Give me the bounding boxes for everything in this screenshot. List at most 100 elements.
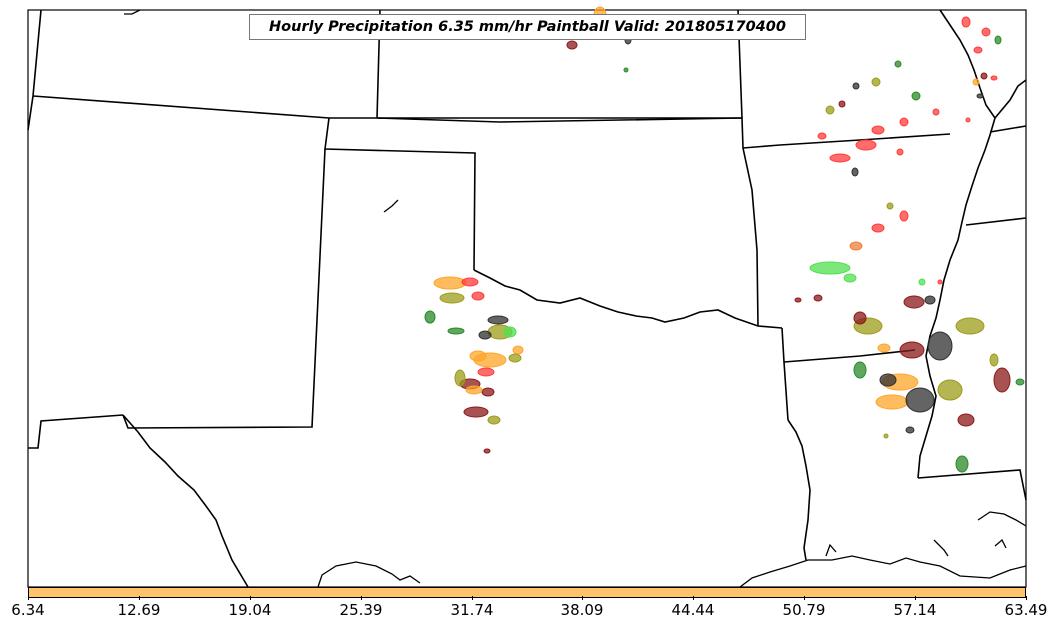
- paintball-blob: [896, 148, 904, 156]
- paintball-blob: [1015, 378, 1025, 386]
- paintball-blob: [903, 295, 925, 309]
- colorbar-tick-mark: [1026, 596, 1027, 600]
- paintball-blob: [465, 385, 483, 395]
- colorbar-tick-label: 38.09: [560, 601, 604, 619]
- colorbar-tick-label: 6.34: [11, 601, 45, 619]
- paintball-blob: [871, 223, 885, 233]
- paintball-blob: [905, 387, 935, 413]
- paintball-blob: [849, 241, 863, 251]
- gulf-coast-la: [739, 555, 1027, 588]
- colorbar-tick-label: 50.79: [782, 601, 826, 619]
- colorbar-tick-mark: [250, 596, 251, 600]
- paintball-blob: [487, 415, 501, 425]
- paintball-blob: [990, 75, 998, 81]
- coast-top-1: [124, 9, 141, 15]
- border-ok-panhandle: [473, 269, 783, 329]
- paintball-blob: [875, 394, 909, 410]
- paintball-blob: [508, 353, 522, 363]
- paintball-blob: [813, 294, 823, 302]
- coast-inlet-1: [825, 543, 837, 557]
- paintball-blob: [972, 78, 980, 86]
- colorbar-tick-mark: [28, 596, 29, 600]
- paintball-blob: [483, 448, 491, 454]
- lake-small: [383, 199, 399, 213]
- paintball-blob: [447, 327, 465, 335]
- paintball-blob: [924, 295, 936, 305]
- mississippi-river: [917, 9, 996, 479]
- border-ky-tn: [989, 125, 1027, 133]
- colorbar-tick-label: 63.49: [1004, 601, 1048, 619]
- colorbar-tick-mark: [139, 596, 140, 600]
- state-borders: [27, 9, 1027, 588]
- paintball-blob: [937, 279, 943, 285]
- paintball-blob: [899, 210, 909, 222]
- paintball-blob: [477, 367, 495, 377]
- paintball-blob: [871, 77, 881, 87]
- paintball-blob: [454, 369, 466, 387]
- colorbar-tick-mark: [804, 596, 805, 600]
- border-nm-west: [122, 148, 326, 429]
- paintball-blob: [503, 326, 517, 338]
- paintball-blob: [471, 291, 485, 301]
- border-ne-ks: [376, 117, 743, 123]
- paintball-blob: [905, 426, 915, 434]
- paintball-blob: [623, 67, 629, 73]
- paintball-blob: [976, 93, 984, 99]
- paintball-blob: [829, 153, 851, 163]
- paintball-blob: [957, 413, 975, 427]
- colorbar: [28, 587, 1026, 598]
- paintball-blob: [566, 40, 578, 50]
- paintball-blob: [843, 273, 857, 283]
- paintball-blob: [817, 132, 827, 140]
- gulf-coast-tx: [317, 561, 421, 588]
- paintball-blob: [794, 297, 802, 303]
- paintball-blob: [927, 331, 953, 361]
- colorbar-tick-mark: [361, 596, 362, 600]
- paintball-blob: [487, 315, 509, 325]
- paintball-blob: [461, 277, 479, 287]
- border-il-ky: [994, 79, 1027, 119]
- border-tn-ms: [965, 217, 1027, 226]
- colorbar-tick-label: 31.74: [450, 601, 494, 619]
- paintball-blob: [965, 117, 971, 123]
- paintball-blob: [853, 361, 867, 379]
- paintball-blob: [879, 373, 897, 387]
- paintball-blob: [851, 167, 859, 177]
- paintball-blob: [883, 433, 889, 439]
- colorbar-tick-label: 25.39: [339, 601, 383, 619]
- paintball-blob: [937, 379, 963, 401]
- coast-inlet-3: [994, 538, 1007, 549]
- paintball-blob: [911, 91, 921, 101]
- map-title: Hourly Precipitation 6.35 mm/hr Paintbal…: [249, 14, 806, 40]
- border-tx-la: [787, 419, 811, 561]
- paintball-blob: [433, 276, 467, 290]
- paintball-blob: [478, 330, 492, 340]
- border-ks-mo: [737, 9, 759, 327]
- paintball-blob: [825, 105, 835, 115]
- paintball-blob: [838, 100, 846, 108]
- paintball-blob: [886, 202, 894, 210]
- coastline: [124, 9, 1027, 588]
- paintball-blob: [852, 82, 860, 90]
- colorbar-tick-label: 44.44: [671, 601, 715, 619]
- paintball-blob: [932, 108, 940, 116]
- paintball-blob: [981, 27, 991, 37]
- paintball-blob: [899, 341, 925, 359]
- colorbar-tick-mark: [472, 596, 473, 600]
- paintball-blob: [469, 350, 487, 362]
- paintball-blob: [993, 367, 1011, 393]
- paintball-blob: [989, 353, 999, 367]
- map-frame: [27, 9, 1027, 588]
- border-ms-la-south: [917, 469, 1027, 501]
- paintball-blob: [877, 343, 891, 353]
- paintball-blobs: [424, 6, 1025, 473]
- border-az-south: [28, 414, 124, 449]
- paintball-blob: [853, 311, 867, 325]
- paintball-blob: [961, 16, 971, 28]
- border-ar-la: [783, 349, 916, 363]
- paintball-blob: [855, 139, 877, 151]
- paintball-blob: [994, 35, 1002, 45]
- paintball-blob: [955, 317, 985, 335]
- colorbar-tick-label: 12.69: [117, 601, 161, 619]
